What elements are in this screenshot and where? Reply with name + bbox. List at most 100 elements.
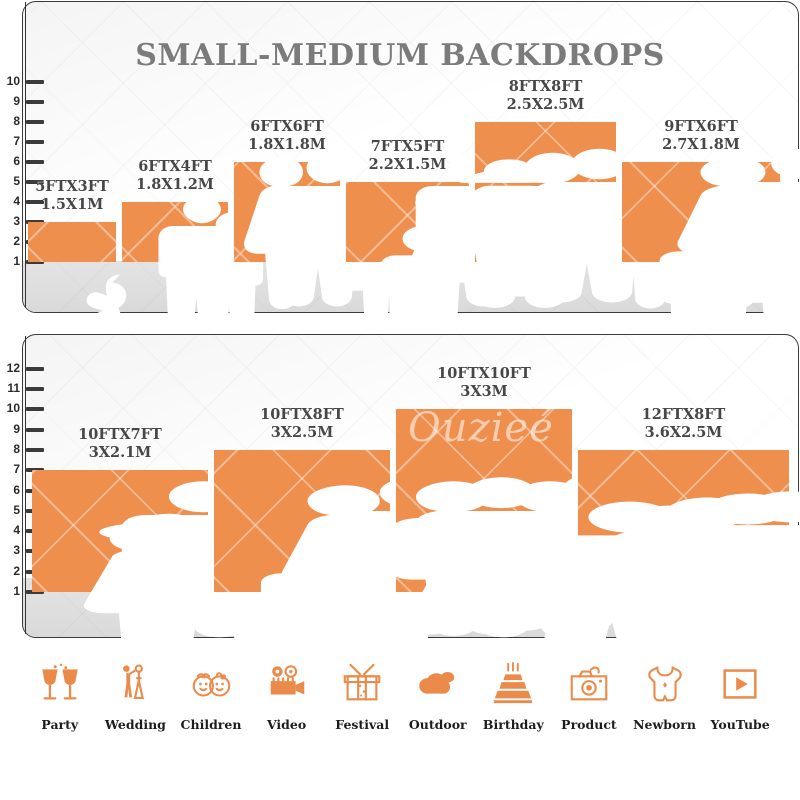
bar bbox=[578, 449, 789, 592]
bar-label-size: 6FTX4FT bbox=[138, 158, 212, 175]
axis-tick-label: 1 bbox=[13, 254, 20, 268]
bar-label-size: 9FTX6FT bbox=[664, 118, 738, 135]
bar bbox=[622, 162, 780, 262]
bar-diamond-pattern bbox=[578, 449, 789, 592]
use-case-item-product[interactable]: Product bbox=[551, 655, 627, 732]
axis-tick-label: 8 bbox=[13, 114, 20, 128]
axis-tick-label: 6 bbox=[13, 482, 20, 497]
bar-label: 10FTX10FT 3X3M bbox=[374, 365, 594, 400]
photo-camera-icon bbox=[560, 655, 618, 713]
y-axis-top bbox=[25, 2, 26, 307]
use-case-item-children[interactable]: Children bbox=[173, 655, 249, 732]
use-case-icon-strip: Party Wedding Children Video bbox=[0, 655, 800, 755]
bar-diamond-pattern bbox=[122, 202, 228, 262]
axis-tick-label: 4 bbox=[13, 194, 20, 208]
bar-label-size: 6FTX6FT bbox=[250, 118, 324, 135]
bar-diamond-pattern bbox=[396, 409, 572, 592]
axis-tick-label: 7 bbox=[13, 134, 20, 148]
use-case-item-youtube[interactable]: YouTube bbox=[702, 655, 778, 732]
bar-diamond-pattern bbox=[28, 222, 116, 262]
bar-diamond-pattern bbox=[622, 162, 780, 262]
use-case-item-newborn[interactable]: Newborn bbox=[627, 655, 703, 732]
bar-diamond-pattern bbox=[346, 182, 469, 262]
use-case-item-outdoor[interactable]: Outdoor bbox=[400, 655, 476, 732]
bar-label: 12FTX8FT 3.6X2.5M bbox=[556, 406, 800, 441]
bar bbox=[475, 122, 616, 262]
gift-box-icon bbox=[333, 655, 391, 713]
axis-tick bbox=[26, 427, 44, 432]
use-case-item-wedding[interactable]: Wedding bbox=[98, 655, 174, 732]
bar bbox=[122, 202, 228, 262]
baby-onesie-icon bbox=[636, 655, 694, 713]
use-case-label: Birthday bbox=[482, 717, 544, 732]
bar-label-metric: 1.8X1.2M bbox=[136, 175, 214, 193]
axis-tick bbox=[26, 200, 44, 204]
bar-diamond-pattern bbox=[475, 122, 616, 262]
axis-tick-label: 3 bbox=[13, 214, 20, 228]
bar-label: 9FTX6FT 2.7X1.8M bbox=[600, 118, 800, 153]
bar-label-size: 8FTX8FT bbox=[508, 78, 583, 95]
axis-tick bbox=[26, 140, 44, 144]
two-kid-faces-icon bbox=[182, 655, 240, 713]
use-case-label: Wedding bbox=[104, 717, 166, 732]
axis-tick-label: 3 bbox=[13, 543, 20, 558]
page-title: SMALL-MEDIUM BACKDROPS bbox=[135, 38, 665, 73]
axis-tick-label: 4 bbox=[13, 523, 20, 538]
y-axis-bottom bbox=[25, 336, 26, 634]
bar-label-metric: 3X3M bbox=[460, 382, 508, 400]
axis-tick-label: 9 bbox=[13, 421, 20, 436]
axis-tick-label: 8 bbox=[13, 441, 20, 456]
axis-tick-label: 2 bbox=[13, 234, 20, 248]
axis-tick bbox=[26, 160, 44, 164]
axis-tick-label: 5 bbox=[13, 174, 20, 188]
film-camera-icon bbox=[258, 655, 316, 713]
bar-label-size: 12FTX8FT bbox=[641, 405, 726, 423]
bar-label-size: 7FTX5FT bbox=[370, 138, 445, 155]
axis-tick bbox=[26, 120, 44, 124]
use-case-item-video[interactable]: Video bbox=[249, 655, 325, 732]
floor-top bbox=[23, 261, 798, 312]
bar-label-size: 10FTX7FT bbox=[78, 426, 162, 444]
axis-tick bbox=[26, 447, 44, 452]
use-case-label: Children bbox=[180, 717, 242, 732]
use-case-item-birthday[interactable]: Birthday bbox=[476, 655, 552, 732]
axis-tick-label: 10 bbox=[6, 74, 20, 88]
bar bbox=[396, 409, 572, 592]
axis-tick bbox=[26, 100, 44, 104]
bar-label-metric: 2.7X1.8M bbox=[662, 135, 740, 153]
bar-label-metric: 1.8X1.8M bbox=[248, 135, 326, 153]
bar-label-metric: 2.2X1.5M bbox=[368, 155, 447, 173]
bar-label: 5FTX3FT 1.5X1M bbox=[6, 178, 138, 213]
bar-diamond-pattern bbox=[234, 162, 340, 262]
bar-label: 10FTX8FT 3X2.5M bbox=[192, 406, 412, 441]
axis-tick bbox=[26, 407, 44, 412]
axis-tick bbox=[26, 387, 44, 391]
axis-tick bbox=[26, 80, 44, 84]
play-button-icon bbox=[711, 655, 769, 713]
bar-label-size: 10FTX8FT bbox=[260, 405, 344, 423]
bar-diamond-pattern bbox=[32, 470, 208, 592]
axis-tick-label: 10 bbox=[6, 401, 20, 416]
bar-label-size: 10FTX10FT bbox=[437, 365, 531, 383]
bar-label-metric: 3X2.1M bbox=[88, 443, 152, 461]
bar bbox=[32, 470, 208, 592]
bar-label: 6FTX4FT 1.8X1.2M bbox=[100, 158, 250, 193]
axis-tick bbox=[26, 366, 44, 371]
bar-label: 10FTX7FT 3X2.1M bbox=[10, 426, 230, 461]
axis-tick-label: 7 bbox=[13, 462, 20, 477]
axis-tick-label: 11 bbox=[7, 381, 20, 395]
use-case-item-party[interactable]: Party bbox=[22, 655, 98, 732]
champagne-toast-icon bbox=[31, 655, 89, 713]
use-case-label: Festival bbox=[335, 717, 390, 732]
use-case-item-festival[interactable]: Festival bbox=[324, 655, 400, 732]
use-case-label: Outdoor bbox=[408, 717, 467, 732]
bar-label-metric: 3.6X2.5M bbox=[644, 423, 723, 441]
axis-tick-label: 2 bbox=[13, 563, 20, 578]
use-case-label: Newborn bbox=[633, 717, 696, 732]
bride-groom-icon bbox=[106, 655, 164, 713]
bar-label-size: 5FTX3FT bbox=[35, 178, 109, 195]
axis-tick bbox=[26, 180, 44, 184]
use-case-label: Product bbox=[561, 717, 617, 732]
use-case-label: Party bbox=[41, 717, 79, 732]
axis-tick-label: 9 bbox=[13, 94, 20, 108]
